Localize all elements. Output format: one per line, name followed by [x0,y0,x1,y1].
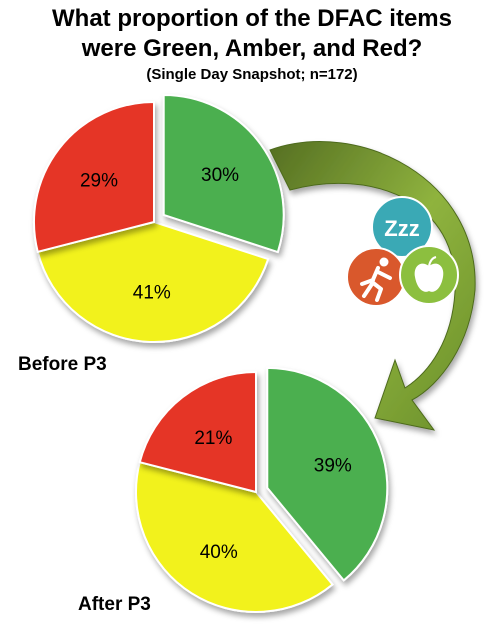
chart-subtitle: (Single Day Snapshot; n=172) [146,66,358,83]
after-pie-slice-red [138,370,257,494]
sleep-icon: Zzz [371,196,433,258]
before-pie-slice-red [33,100,155,254]
before-pie-label: Before P3 [18,354,107,375]
after-pie-label-amber: 40% [200,542,238,563]
activity-icon [346,247,406,307]
title-block: What proportion of the DFAC items were G… [0,4,504,84]
before-pie-label-red: 29% [80,170,118,191]
after-pie-label-green: 39% [314,455,352,476]
after-pie-label: After P3 [78,594,151,615]
before-pie-label-green: 30% [201,165,239,186]
after-pie-label-red: 21% [194,428,232,449]
after-pie: 39% 40% 21% [135,366,389,613]
after-pie-slice-green [266,366,389,582]
after-pie-slice-amber [135,460,334,613]
before-pie-slice-amber [36,220,270,343]
sleep-icon-letters: Zzz [384,216,419,241]
before-pie-label-amber: 41% [133,283,171,304]
nutrition-icon [399,245,459,305]
before-pie-slice-green [162,93,285,254]
before-pie: 30% 41% 29% [33,93,285,343]
chart-title-line-1: What proportion of the DFAC items [52,5,452,32]
chart-title-line-2: were Green, Amber, and Red? [81,35,423,62]
